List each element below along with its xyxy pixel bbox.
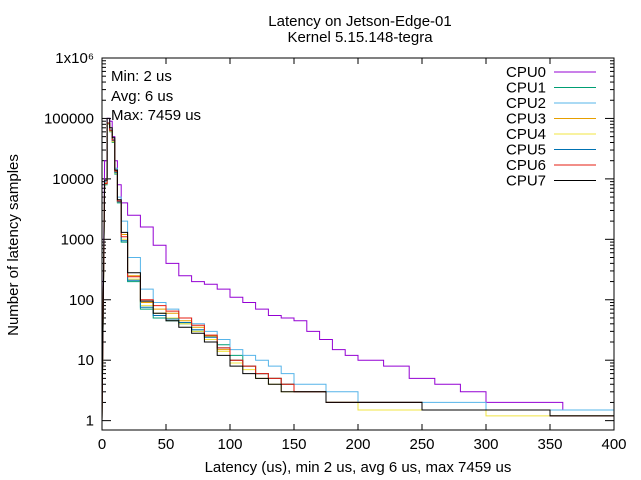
legend-label-cpu1: CPU1 (506, 80, 546, 97)
y-tick-label: 10000 (52, 171, 94, 188)
x-axis-label: Latency (us), min 2 us, avg 6 us, max 74… (205, 459, 512, 476)
x-tick-label: 350 (537, 436, 562, 453)
series-layer (101, 117, 615, 421)
legend-label-cpu4: CPU4 (506, 126, 546, 143)
y-tick-label: 1x10⁶ (55, 50, 94, 67)
legend-label-cpu7: CPU7 (506, 173, 546, 190)
y-tick-label: 100000 (44, 110, 94, 127)
x-tick-label: 200 (345, 436, 370, 453)
x-tick-labels: 0 50 100 150 200 250 300 350 400 (98, 436, 627, 453)
y-tick-label: 1000 (61, 231, 94, 248)
x-tick-label: 400 (601, 436, 626, 453)
legend-label-cpu2: CPU2 (506, 95, 546, 112)
y-tick-label: 1 (86, 413, 94, 430)
series-cpu7-line (101, 117, 614, 421)
y-tick-labels: 1 10 100 1000 10000 100000 1x10⁶ (44, 50, 94, 430)
stat-avg: Avg: 6 us (111, 88, 173, 105)
chart-subtitle: Kernel 5.15.148-tegra (287, 29, 433, 46)
legend-label-cpu6: CPU6 (506, 157, 546, 174)
legend-label-cpu5: CPU5 (506, 142, 546, 159)
y-axis-label: Number of latency samples (5, 154, 22, 336)
stats-box: Min: 2 us Avg: 6 us Max: 7459 us (111, 68, 201, 124)
y-tick-label: 100 (69, 292, 94, 309)
y-tick-label: 10 (77, 352, 94, 369)
stat-max: Max: 7459 us (111, 107, 201, 124)
x-tick-label: 100 (217, 436, 242, 453)
series-cpu0-line (101, 117, 614, 421)
x-tick-label: 300 (473, 436, 498, 453)
legend-label-cpu3: CPU3 (506, 111, 546, 128)
legend-label-cpu0: CPU0 (506, 64, 546, 81)
stat-min: Min: 2 us (111, 68, 172, 85)
plot-frame (101, 57, 615, 431)
x-tick-label: 150 (281, 436, 306, 453)
x-tick-label: 250 (409, 436, 434, 453)
x-tick-label: 0 (98, 436, 106, 453)
x-tick-label: 50 (158, 436, 175, 453)
chart-title: Latency on Jetson-Edge-01 (268, 13, 451, 30)
